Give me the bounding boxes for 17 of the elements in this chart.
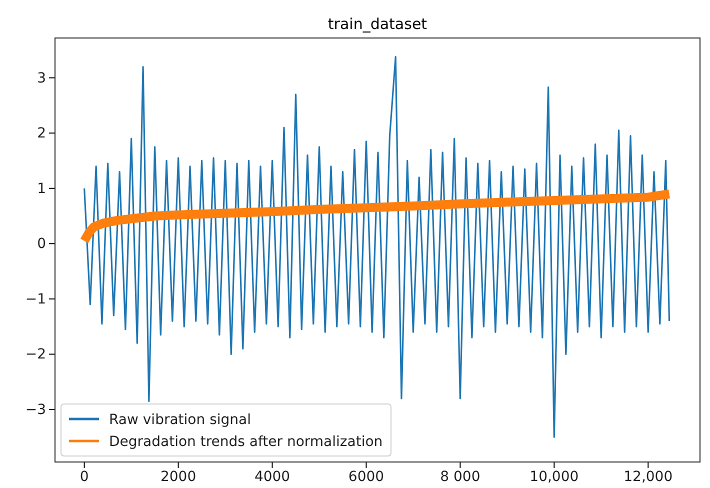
x-tick-label: 6000 — [348, 468, 384, 485]
y-tick-label: 1 — [37, 180, 46, 197]
legend-label: Degradation trends after normalization — [109, 434, 383, 450]
chart-title: train_dataset — [328, 15, 428, 33]
y-tick-label: 0 — [37, 236, 46, 252]
legend-label: Raw vibration signal — [109, 412, 251, 428]
x-tick-label: 10,000 — [530, 468, 579, 485]
x-tick-label: 8 000 — [440, 468, 480, 485]
y-tick-label: −2 — [25, 346, 46, 363]
x-tick-label: 12,000 — [624, 468, 673, 485]
y-tick-label: −1 — [25, 291, 46, 308]
x-tick-label: 4000 — [254, 468, 290, 485]
x-tick-label: 2000 — [160, 468, 196, 485]
y-tick-label: 2 — [37, 126, 46, 142]
y-tick-label: 3 — [37, 70, 46, 86]
x-tick-label: 0 — [80, 468, 89, 485]
y-tick-label: −3 — [25, 402, 46, 418]
